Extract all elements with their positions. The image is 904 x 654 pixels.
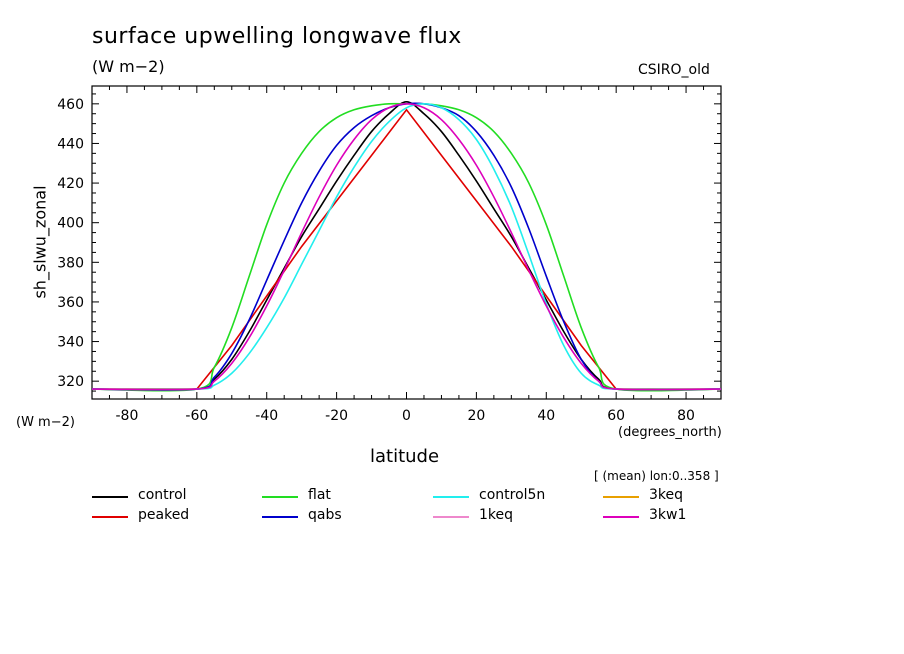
legend-swatch (262, 516, 298, 518)
y-tick-label: 400 (57, 216, 84, 232)
x-tick-label: 0 (402, 408, 411, 424)
x-axis-label: latitude (370, 446, 440, 467)
x-tick-label: 80 (677, 408, 695, 424)
chart-title: surface upwelling longwave flux (92, 24, 462, 49)
series-line-control (91, 101, 722, 391)
legend-label: flat (308, 487, 331, 503)
y-tick-label: 380 (57, 255, 84, 271)
chart-units: (W m−2) (92, 57, 165, 76)
y-tick-label: 360 (57, 295, 84, 311)
series-line-3kw1 (91, 103, 722, 391)
legend-swatch (262, 496, 298, 498)
legend-label: peaked (138, 507, 190, 523)
y-tick-label: 420 (57, 176, 84, 192)
legend-label: control (138, 487, 187, 503)
series-line-peaked (92, 108, 721, 390)
x-tick-label: -40 (255, 408, 278, 424)
averaging-note: [ (mean) lon:0..358 ] (594, 469, 719, 483)
legend-label: 3keq (649, 487, 684, 503)
x-tick-label: 60 (607, 408, 625, 424)
series-line-qabs (91, 102, 722, 391)
y-tick-label: 340 (57, 335, 84, 351)
x-tick-label: -20 (325, 408, 348, 424)
legend-swatch (433, 516, 469, 518)
legend-label: control5n (479, 487, 546, 503)
plot-frame (91, 85, 722, 400)
x-tick-label: -80 (116, 408, 139, 424)
legend-swatch (433, 496, 469, 498)
legend-label: 1keq (479, 507, 514, 523)
x-tick-label: 40 (537, 408, 555, 424)
legend-label: qabs (308, 507, 342, 523)
y-tick-label: 460 (57, 97, 84, 113)
series-line-flat (91, 102, 722, 392)
x-tick-label: 20 (467, 408, 485, 424)
model-name: CSIRO_old (638, 62, 710, 78)
y-axis-units: (W m−2) (16, 415, 75, 430)
x-tick-label: -60 (185, 408, 208, 424)
y-tick-label: 320 (57, 374, 84, 390)
legend-label: 3kw1 (649, 507, 687, 523)
series-line-control5n (91, 103, 722, 391)
legend-swatch (92, 496, 128, 498)
y-tick-label: 440 (57, 136, 84, 152)
legend-swatch (603, 516, 639, 518)
legend-swatch (603, 496, 639, 498)
x-axis-units: (degrees_north) (618, 425, 722, 440)
legend-swatch (92, 516, 128, 518)
